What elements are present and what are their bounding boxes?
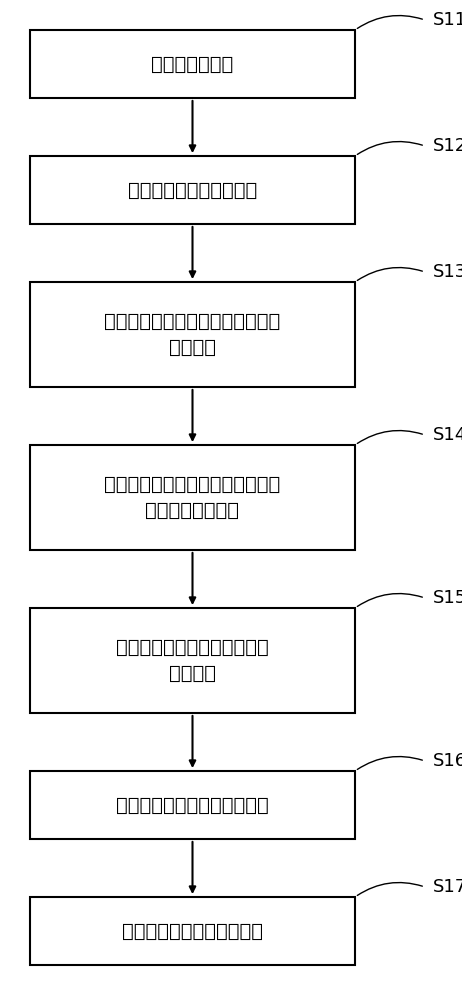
Text: S11: S11	[433, 11, 462, 29]
Bar	[30, 156, 355, 224]
Text: S16: S16	[433, 752, 462, 770]
Bar	[30, 30, 355, 98]
Bar	[30, 445, 355, 550]
Text: S12: S12	[433, 137, 462, 155]
Bar	[30, 771, 355, 839]
Text: 对获取的图像进行预处理: 对获取的图像进行预处理	[128, 180, 257, 200]
Bar	[30, 897, 355, 965]
Text: 获取压力表图像: 获取压力表图像	[152, 54, 234, 74]
Text: S17: S17	[433, 878, 462, 896]
Text: 从预处理后图像中识别出刻度盘的
真实圆心: 从预处理后图像中识别出刻度盘的 真实圆心	[104, 312, 280, 357]
Bar	[30, 608, 355, 713]
Text: S13: S13	[433, 263, 462, 281]
Text: 从校正处理后的图像中识别出
指针位置: 从校正处理后的图像中识别出 指针位置	[116, 638, 269, 683]
Text: S14: S14	[433, 426, 462, 444]
Text: 根据指针位置计算出指针角度: 根据指针位置计算出指针角度	[116, 796, 269, 814]
Text: 根据指针角度计算出压力值: 根据指针角度计算出压力值	[122, 922, 263, 940]
Text: 利用刻度盘的真实圆心对预处理后
图像进行校正处理: 利用刻度盘的真实圆心对预处理后 图像进行校正处理	[104, 475, 280, 520]
Bar	[30, 282, 355, 387]
Text: S15: S15	[433, 589, 462, 607]
